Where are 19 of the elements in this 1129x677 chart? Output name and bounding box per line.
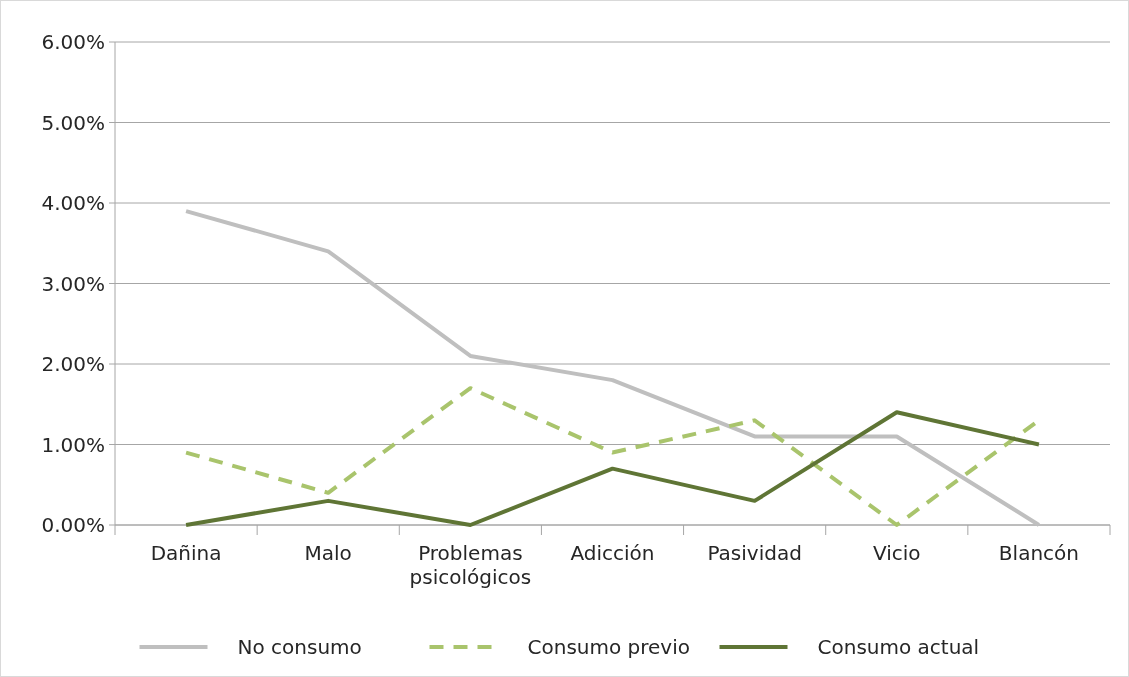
legend-label: Consumo previo bbox=[527, 635, 690, 659]
x-tick-label: Problemas psicológicos bbox=[409, 541, 532, 589]
y-tick-label: 0.00% bbox=[41, 513, 105, 537]
y-tick-label: 1.00% bbox=[41, 432, 105, 457]
y-tick-label: 3.00% bbox=[41, 271, 105, 296]
line-series bbox=[184, 209, 1041, 527]
x-tick-label: Pasividad bbox=[707, 541, 802, 565]
x-tick-label: Blancón bbox=[998, 541, 1079, 565]
x-tick-label: Adicción bbox=[570, 541, 655, 565]
y-tick-label: 6.00% bbox=[41, 30, 105, 54]
x-tick-label: Malo bbox=[304, 541, 352, 565]
line-series bbox=[184, 410, 1041, 527]
x-tick-label: Vicio bbox=[872, 541, 921, 565]
x-tick-label: Dañina bbox=[150, 541, 222, 565]
legend-label: Consumo actual bbox=[817, 635, 980, 659]
y-tick-label: 4.00% bbox=[41, 191, 105, 215]
y-tick-label: 5.00% bbox=[41, 110, 105, 135]
y-tick-label: 2.00% bbox=[41, 352, 105, 376]
legend-label: No consumo bbox=[237, 635, 362, 659]
